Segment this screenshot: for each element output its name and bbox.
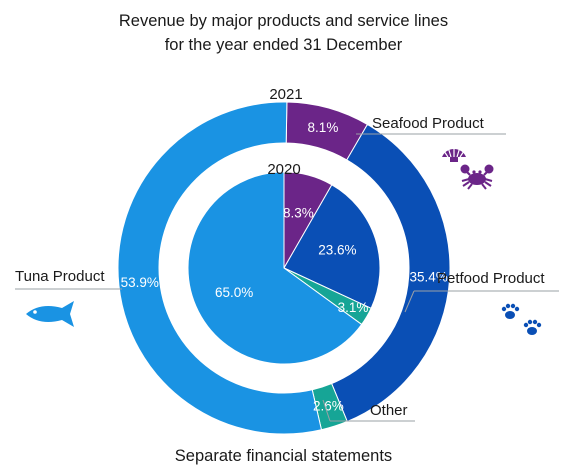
category-label-tuna: Tuna Product [15,268,105,285]
value-label-2021-tuna-product: 53.9% [121,275,159,290]
shell-icon [442,145,466,162]
callout-petfood: Petfood Product [404,270,559,313]
slice-2021-tuna-product [117,101,323,435]
callout-other: Other [322,399,415,422]
paw-icon [523,319,542,335]
fish-icon [26,301,74,327]
value-label-2020-petfood-product: 23.6% [318,243,356,258]
slice-2021-petfood-product [330,123,451,423]
category-label-other: Other [370,402,408,419]
category-label-seafood: Seafood Product [372,115,485,132]
crab-icon [460,164,494,190]
value-label-2021-seafood-product: 8.1% [308,120,339,135]
callout-seafood: Seafood Product [356,115,506,135]
year-label-2020: 2020 [267,161,300,178]
slice-2020-tuna-product [187,171,363,365]
value-label-2020-tuna-product: 65.0% [215,285,253,300]
chart-title-line-1: Revenue by major products and service li… [118,12,449,30]
paw-icon [501,303,520,319]
callout-tuna: Tuna Product [15,268,122,290]
value-labels: 8.1% 35.4% 2.6% 53.9% 8.3% 23.6% 3.1% 65.0% [121,120,448,414]
value-label-2020-other: 3.1% [338,300,369,315]
category-label-petfood: Petfood Product [437,270,545,287]
year-label-2021: 2021 [269,86,302,103]
value-label-2021-petfood-product: 35.4% [410,269,448,284]
value-label-2021-other: 2.6% [313,399,344,414]
chart-title-line-2: for the year ended 31 December [164,36,403,54]
value-label-2020-seafood-product: 8.3% [283,205,314,220]
outer-ring-2021 [117,101,451,435]
chart-footer-note: Separate financial statements [174,447,393,465]
inner-pie-2020 [187,171,381,365]
slice-2020-petfood-product [283,184,381,309]
